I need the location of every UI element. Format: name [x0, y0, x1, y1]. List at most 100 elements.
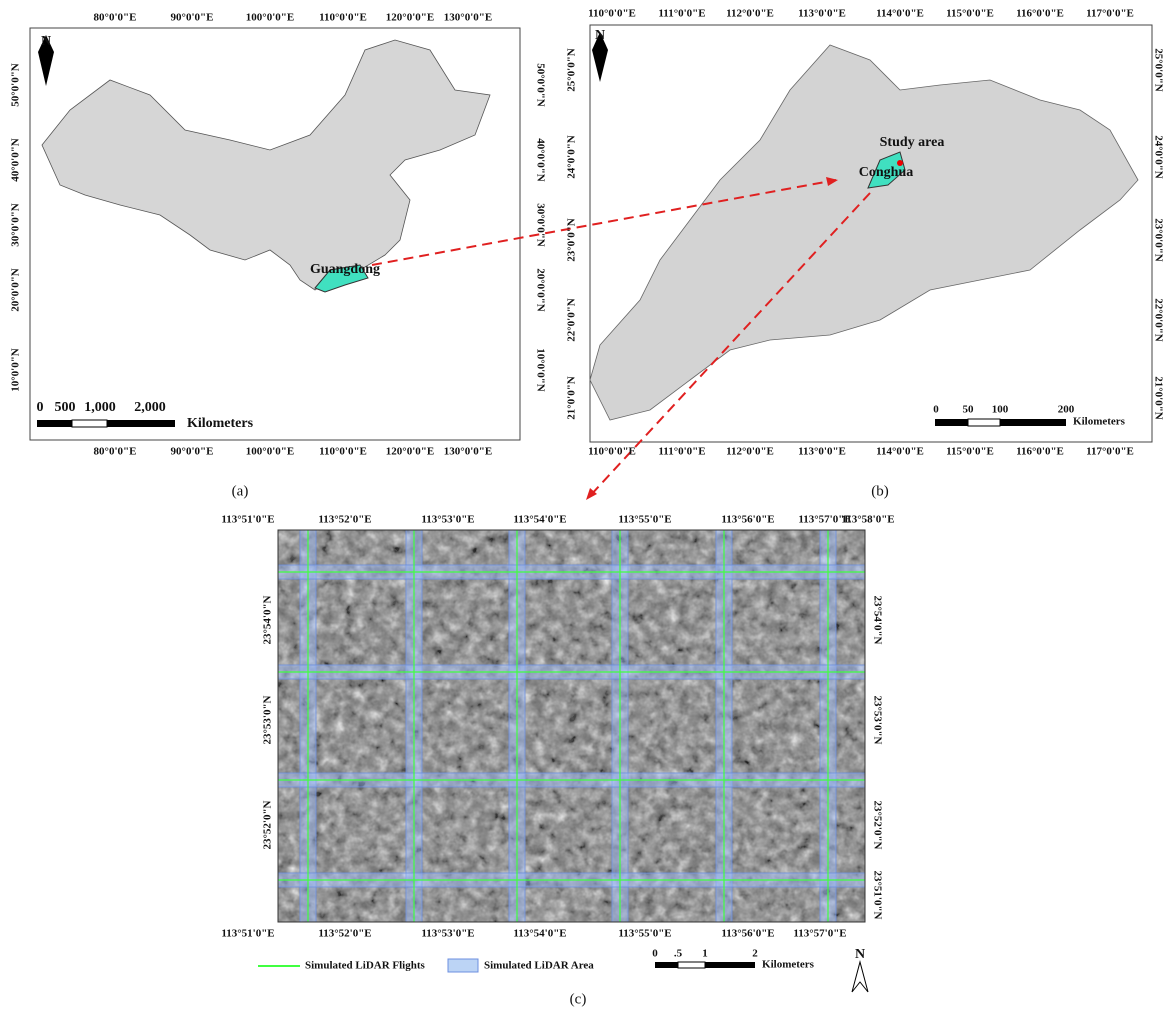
scale-label: 200 — [1058, 404, 1075, 416]
right-lat-label: 20°0'0"N — [534, 268, 546, 312]
bottom-lon-label: 120°0'0"E — [386, 446, 434, 458]
top-lon-label: 113°56'0"E — [721, 514, 774, 526]
scale-bar-b — [968, 419, 1000, 426]
scale-label: .5 — [674, 948, 683, 960]
top-lon-label: 113°52'0"E — [318, 514, 371, 526]
bottom-lon-label: 80°0'0"E — [94, 446, 137, 458]
right-lat-label: 23°0'0"N — [1152, 218, 1164, 262]
scale-bar-a — [107, 420, 175, 427]
left-lat-label: 50°0'0"N — [10, 63, 22, 107]
top-lon-label: 113°0'0"E — [798, 8, 846, 20]
top-lon-label: 117°0'0"E — [1086, 8, 1134, 20]
left-lat-label: 30°0'0"N — [10, 203, 22, 247]
top-lon-label: 114°0'0"E — [876, 8, 924, 20]
bottom-lon-label: 90°0'0"E — [171, 446, 214, 458]
scale-unit: Kilometers — [187, 416, 254, 431]
bottom-lon-label: 116°0'0"E — [1016, 446, 1064, 458]
scale-label: 1 — [702, 948, 708, 960]
bottom-lon-label: 100°0'0"E — [246, 446, 294, 458]
top-lon-label: 120°0'0"E — [386, 12, 434, 24]
left-lat-label: 23°52'0"N — [262, 800, 274, 849]
left-lat-label: 25°0'0"N — [566, 48, 578, 92]
bottom-lon-label: 130°0'0"E — [444, 446, 492, 458]
panel-caption: (a) — [232, 483, 249, 499]
panel-caption: (b) — [871, 483, 889, 499]
bottom-lon-label: 113°0'0"E — [798, 446, 846, 458]
top-lon-label: 111°0'0"E — [658, 8, 705, 20]
top-lon-label: 113°51'0"E — [221, 514, 274, 526]
panel-caption: (c) — [570, 991, 587, 1007]
bottom-lon-label: 117°0'0"E — [1086, 446, 1134, 458]
left-lat-label: 24°0'0"N — [566, 135, 578, 179]
top-lon-label: 110°0'0"E — [588, 8, 636, 20]
north-label: N — [41, 34, 51, 49]
scale-unit: Kilometers — [1073, 416, 1126, 428]
right-lat-label: 23°52'0"N — [871, 800, 883, 849]
left-lat-label: 10°0'0"N — [10, 348, 22, 392]
right-lat-label: 21°0'0"N — [1152, 376, 1164, 420]
left-lat-label: 23°0'0"N — [566, 218, 578, 262]
scale-bar-c — [678, 962, 705, 968]
left-lat-label: 21°0'0"N — [566, 376, 578, 420]
page: {"panels": [ {"caption": "(a)", "north":… — [0, 0, 1166, 1012]
bottom-lon-label: 110°0'0"E — [588, 446, 636, 458]
bottom-lon-label: 115°0'0"E — [946, 446, 994, 458]
right-lat-label: 24°0'0"N — [1152, 135, 1164, 179]
left-lat-label: 23°54'0"N — [262, 595, 274, 644]
scale-label: 0 — [933, 404, 939, 416]
scale-label: 1,000 — [84, 400, 116, 415]
top-lon-label: 115°0'0"E — [946, 8, 994, 20]
scale-label: 0 — [652, 948, 658, 960]
right-lat-label: 23°54'0"N — [871, 595, 883, 644]
top-lon-label: 113°55'0"E — [618, 514, 671, 526]
figure: 80°0'0"E90°0'0"E100°0'0"E110°0'0"E120°0'… — [0, 0, 1166, 1012]
bottom-lon-label: 113°51'0"E — [221, 928, 274, 940]
bottom-lon-label: 113°54'0"E — [513, 928, 566, 940]
scale-bar-c — [705, 962, 755, 968]
right-lat-label: 23°53'0"N — [871, 695, 883, 744]
place-label: Study area — [880, 135, 945, 150]
left-lat-label: 22°0'0"N — [566, 298, 578, 342]
top-lon-label: 113°54'0"E — [513, 514, 566, 526]
scale-label: 500 — [55, 400, 76, 415]
bottom-lon-label: 110°0'0"E — [319, 446, 367, 458]
scale-bar-c — [655, 962, 678, 968]
north-label: N — [595, 28, 605, 43]
bottom-lon-label: 113°55'0"E — [618, 928, 671, 940]
top-lon-label: 116°0'0"E — [1016, 8, 1064, 20]
left-lat-label: 20°0'0"N — [10, 268, 22, 312]
scale-label: 2 — [752, 948, 758, 960]
top-lon-label: 110°0'0"E — [319, 12, 367, 24]
bottom-lon-label: 111°0'0"E — [658, 446, 705, 458]
north-label: N — [855, 947, 865, 962]
scale-bar-b — [935, 419, 968, 426]
scale-label: 100 — [992, 404, 1009, 416]
top-lon-label: 113°58'0"E — [841, 514, 894, 526]
legend-label: Simulated LiDAR Flights — [305, 960, 426, 972]
bottom-lon-label: 113°52'0"E — [318, 928, 371, 940]
scale-label: 2,000 — [134, 400, 166, 415]
place-label: Guangdong — [310, 262, 380, 277]
right-lat-label: 25°0'0"N — [1152, 48, 1164, 92]
right-lat-label: 22°0'0"N — [1152, 298, 1164, 342]
scale-unit: Kilometers — [762, 959, 815, 971]
scale-bar-a — [72, 420, 107, 427]
scale-bar-a — [37, 420, 72, 427]
bottom-lon-label: 113°57'0"E — [793, 928, 846, 940]
top-lon-label: 113°53'0"E — [421, 514, 474, 526]
top-lon-label: 80°0'0"E — [94, 12, 137, 24]
imagery-texture — [278, 530, 865, 922]
legend-label: Simulated LiDAR Area — [484, 960, 594, 972]
scale-label: 50 — [963, 404, 975, 416]
left-lat-label: 40°0'0"N — [10, 138, 22, 182]
bottom-lon-label: 112°0'0"E — [726, 446, 774, 458]
bottom-lon-label: 114°0'0"E — [876, 446, 924, 458]
left-lat-label: 23°53'0"N — [262, 695, 274, 744]
top-lon-label: 112°0'0"E — [726, 8, 774, 20]
right-lat-label: 40°0'0"N — [534, 138, 546, 182]
right-lat-label: 50°0'0"N — [534, 63, 546, 107]
north-arrow-c — [852, 962, 868, 992]
top-lon-label: 130°0'0"E — [444, 12, 492, 24]
bottom-lon-label: 113°53'0"E — [421, 928, 474, 940]
legend-area — [448, 959, 478, 972]
